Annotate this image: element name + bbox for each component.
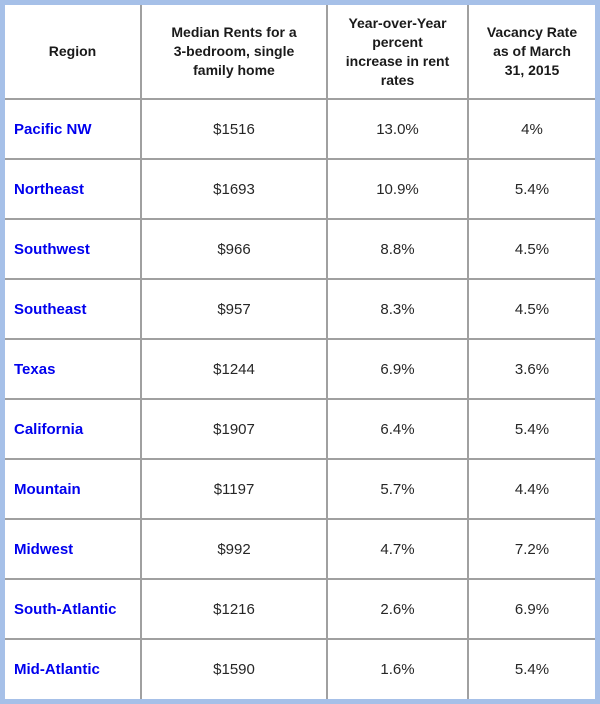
column-header-region: Region (5, 5, 142, 100)
region-link[interactable]: California (5, 398, 142, 460)
vacancy-rate-cell: 4.5% (467, 278, 595, 340)
table-row: Texas $1244 6.9% 3.6% (5, 338, 595, 400)
vacancy-rate-cell: 3.6% (467, 338, 595, 400)
table-row: Midwest $992 4.7% 7.2% (5, 518, 595, 580)
region-link[interactable]: Southwest (5, 218, 142, 280)
table-row: California $1907 6.4% 5.4% (5, 398, 595, 460)
regional-rent-table: Region Median Rents for a 3-bedroom, sin… (5, 5, 595, 699)
region-link[interactable]: Mid-Atlantic (5, 638, 142, 699)
yoy-increase-cell: 1.6% (326, 638, 469, 699)
yoy-increase-cell: 4.7% (326, 518, 469, 580)
yoy-increase-cell: 8.3% (326, 278, 469, 340)
median-rent-cell: $1216 (140, 578, 328, 640)
table-body: Pacific NW $1516 13.0% 4% Northeast $169… (5, 98, 595, 699)
vacancy-rate-cell: 4% (467, 98, 595, 160)
yoy-increase-cell: 6.4% (326, 398, 469, 460)
vacancy-rate-cell: 5.4% (467, 398, 595, 460)
region-link[interactable]: Southeast (5, 278, 142, 340)
median-rent-cell: $1693 (140, 158, 328, 220)
yoy-increase-cell: 5.7% (326, 458, 469, 520)
median-rent-cell: $1197 (140, 458, 328, 520)
column-header-median-rents: Median Rents for a 3-bedroom, single fam… (140, 5, 328, 100)
median-rent-cell: $1244 (140, 338, 328, 400)
table-row: Northeast $1693 10.9% 5.4% (5, 158, 595, 220)
vacancy-rate-cell: 6.9% (467, 578, 595, 640)
region-link[interactable]: Mountain (5, 458, 142, 520)
region-link[interactable]: South-Atlantic (5, 578, 142, 640)
table-row: Mountain $1197 5.7% 4.4% (5, 458, 595, 520)
vacancy-rate-cell: 4.5% (467, 218, 595, 280)
vacancy-rate-cell: 5.4% (467, 158, 595, 220)
yoy-increase-cell: 10.9% (326, 158, 469, 220)
table-row: South-Atlantic $1216 2.6% 6.9% (5, 578, 595, 640)
region-link[interactable]: Texas (5, 338, 142, 400)
median-rent-cell: $992 (140, 518, 328, 580)
column-header-yoy-increase: Year-over-Year percent increase in rent … (326, 5, 469, 100)
table-header: Region Median Rents for a 3-bedroom, sin… (5, 5, 595, 100)
column-header-vacancy-rate: Vacancy Rate as of March 31, 2015 (467, 5, 595, 100)
vacancy-rate-cell: 7.2% (467, 518, 595, 580)
yoy-increase-cell: 2.6% (326, 578, 469, 640)
region-link[interactable]: Northeast (5, 158, 142, 220)
median-rent-cell: $1516 (140, 98, 328, 160)
yoy-increase-cell: 8.8% (326, 218, 469, 280)
region-link[interactable]: Pacific NW (5, 98, 142, 160)
yoy-increase-cell: 13.0% (326, 98, 469, 160)
region-link[interactable]: Midwest (5, 518, 142, 580)
median-rent-cell: $1907 (140, 398, 328, 460)
median-rent-cell: $966 (140, 218, 328, 280)
table-row: Southeast $957 8.3% 4.5% (5, 278, 595, 340)
vacancy-rate-cell: 5.4% (467, 638, 595, 699)
table-row: Mid-Atlantic $1590 1.6% 5.4% (5, 638, 595, 699)
median-rent-cell: $1590 (140, 638, 328, 699)
median-rent-cell: $957 (140, 278, 328, 340)
vacancy-rate-cell: 4.4% (467, 458, 595, 520)
table-row: Southwest $966 8.8% 4.5% (5, 218, 595, 280)
table-row: Pacific NW $1516 13.0% 4% (5, 98, 595, 160)
header-row: Region Median Rents for a 3-bedroom, sin… (5, 5, 595, 100)
yoy-increase-cell: 6.9% (326, 338, 469, 400)
